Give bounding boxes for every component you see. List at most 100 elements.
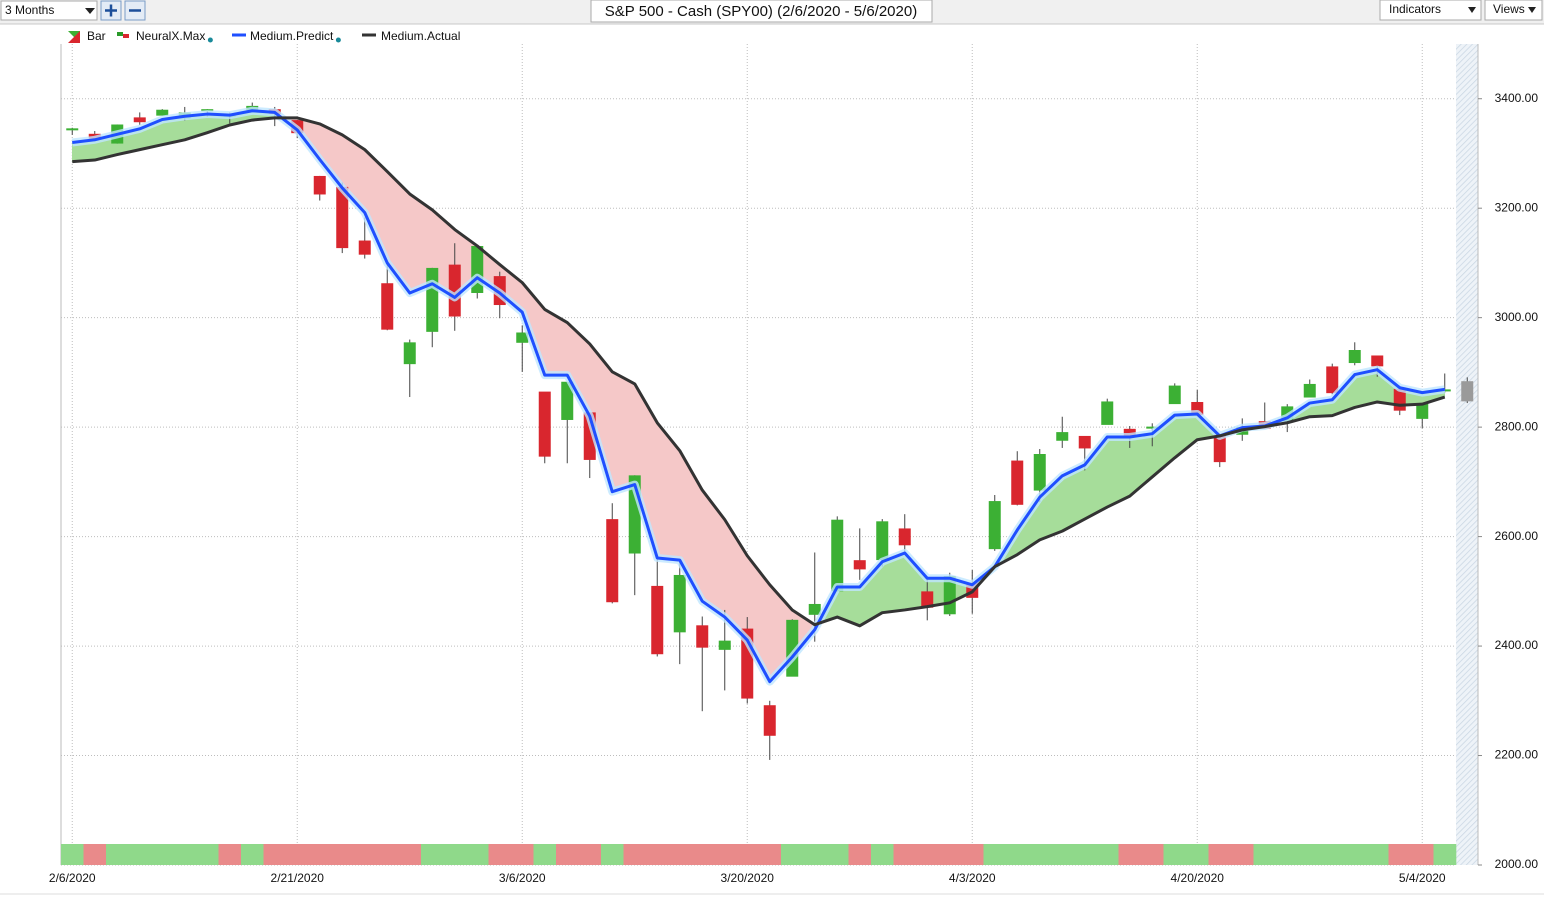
y-tick-label: 2000.00	[1495, 857, 1539, 871]
x-tick-label: 4/3/2020	[949, 871, 996, 885]
candle-body	[673, 574, 686, 633]
x-tick-label: 3/6/2020	[499, 871, 546, 885]
views-button[interactable]	[1484, 0, 1543, 21]
signal-cell	[173, 844, 197, 865]
signal-cell	[241, 844, 264, 865]
indicators-text: Indicators	[1389, 2, 1441, 16]
signal-cell	[983, 844, 1007, 865]
dropdown-arrow	[1528, 7, 1536, 13]
candle-body	[1371, 355, 1384, 367]
signal-cell	[601, 844, 624, 865]
signal-cell	[263, 844, 287, 865]
y-tick-label: 2600.00	[1495, 529, 1539, 543]
future-zone	[1456, 44, 1478, 865]
signal-cell	[691, 844, 714, 865]
candle-body	[156, 109, 169, 116]
signal-cell	[1343, 844, 1367, 865]
y-tick-label: 2200.00	[1495, 748, 1539, 762]
indicators-button[interactable]	[1379, 0, 1482, 21]
candle-body	[313, 175, 326, 195]
x-tick-label: 3/20/2020	[721, 871, 775, 885]
signal-cell	[61, 844, 84, 865]
signal-cell	[1321, 844, 1344, 865]
dropdown-arrow	[85, 8, 95, 14]
signal-cell	[151, 844, 174, 865]
fill-area	[702, 489, 725, 618]
candle-body	[66, 128, 79, 131]
signal-cell	[1028, 844, 1052, 865]
candle-body	[988, 501, 1001, 550]
signal-cell	[646, 844, 669, 865]
candle-body	[741, 628, 754, 699]
candle-body	[763, 705, 776, 736]
candle-body	[606, 519, 619, 603]
signal-cell	[713, 844, 737, 865]
candle-body	[133, 117, 146, 123]
signal-cell	[1276, 844, 1299, 865]
signal-cell	[1006, 844, 1029, 865]
signal-cell	[1388, 844, 1412, 865]
signal-cell	[556, 844, 579, 865]
signal-cell	[196, 844, 219, 865]
legend-label: Medium.Predict	[250, 29, 334, 43]
signal-cell	[916, 844, 939, 865]
title-box	[590, 0, 933, 23]
signal-cell	[533, 844, 557, 865]
plus-icon	[105, 4, 117, 17]
signal-cell	[871, 844, 894, 865]
signal-cell	[511, 844, 534, 865]
signal-cell	[1051, 844, 1074, 865]
signal-cell	[1366, 844, 1389, 865]
legend-icon	[68, 31, 80, 43]
chart-title: S&P 500 - Cash (SPY00) (2/6/2020 - 5/6/2…	[605, 3, 917, 20]
signal-cell	[1186, 844, 1209, 865]
signal-cell	[398, 844, 422, 865]
signal-cell	[353, 844, 377, 865]
x-tick-label: 5/4/2020	[1399, 871, 1446, 885]
candle-body	[1101, 401, 1114, 425]
fill-area	[657, 422, 680, 561]
candle-body	[1056, 432, 1069, 441]
x-tick-label: 2/6/2020	[49, 871, 96, 885]
signal-cell	[1208, 844, 1232, 865]
y-tick-label: 3400.00	[1495, 91, 1539, 105]
legend-icon	[117, 32, 123, 36]
signal-cell	[623, 844, 647, 865]
signal-cell	[106, 844, 129, 865]
signal-cell	[803, 844, 827, 865]
views-text: Views	[1493, 2, 1525, 16]
candle-body	[358, 240, 371, 255]
signal-cell	[128, 844, 152, 865]
signal-cell	[443, 844, 467, 865]
signal-cell	[848, 844, 872, 865]
candle-body	[1303, 383, 1316, 398]
signal-cell	[331, 844, 354, 865]
candle-body	[1326, 366, 1339, 394]
signal-cell	[1298, 844, 1322, 865]
signal-cell	[1163, 844, 1187, 865]
signal-cell	[736, 844, 759, 865]
candle-body	[1461, 381, 1474, 402]
candle-body	[426, 267, 439, 332]
range-select[interactable]	[0, 0, 98, 21]
signal-cell	[1411, 844, 1434, 865]
signal-cell	[1118, 844, 1142, 865]
x-tick-label: 4/20/2020	[1171, 871, 1225, 885]
candle-body	[1011, 460, 1024, 505]
candle-body	[831, 519, 844, 592]
candle-body	[718, 640, 731, 650]
signal-cell	[938, 844, 962, 865]
legend-label: Bar	[87, 29, 106, 43]
candle-body	[1348, 350, 1361, 364]
candle-body	[696, 625, 709, 648]
candle-body	[853, 560, 866, 570]
candle-body	[898, 528, 911, 546]
candle-body	[1168, 385, 1181, 405]
signal-cell	[1231, 844, 1254, 865]
signal-cell	[893, 844, 917, 865]
signal-cell	[466, 844, 489, 865]
signal-cell	[826, 844, 849, 865]
signal-cell	[1096, 844, 1119, 865]
y-tick-label: 2400.00	[1495, 638, 1539, 652]
